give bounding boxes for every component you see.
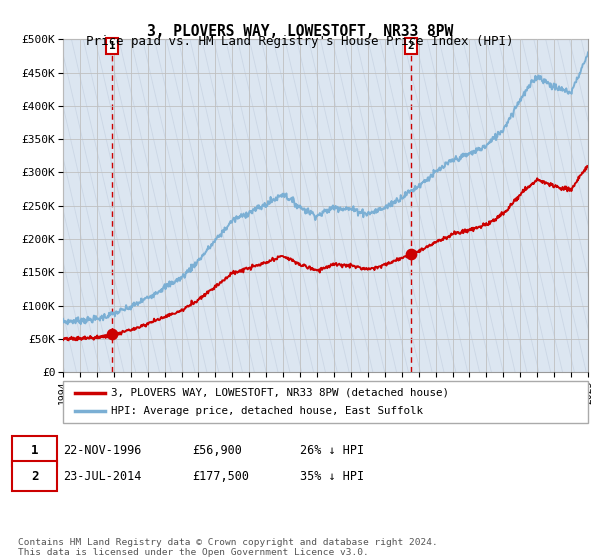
Text: 2: 2 <box>408 41 415 51</box>
Text: 23-JUL-2014: 23-JUL-2014 <box>63 469 142 483</box>
Text: 22-NOV-1996: 22-NOV-1996 <box>63 444 142 458</box>
Text: 2: 2 <box>31 469 38 483</box>
Point <box>107 330 117 339</box>
Text: 3, PLOVERS WAY, LOWESTOFT, NR33 8PW (detached house): 3, PLOVERS WAY, LOWESTOFT, NR33 8PW (det… <box>111 388 449 398</box>
Text: Contains HM Land Registry data © Crown copyright and database right 2024.
This d: Contains HM Land Registry data © Crown c… <box>18 538 438 557</box>
Text: £56,900: £56,900 <box>192 444 242 458</box>
Text: 26% ↓ HPI: 26% ↓ HPI <box>300 444 364 458</box>
Text: 3, PLOVERS WAY, LOWESTOFT, NR33 8PW: 3, PLOVERS WAY, LOWESTOFT, NR33 8PW <box>147 24 453 39</box>
Text: HPI: Average price, detached house, East Suffolk: HPI: Average price, detached house, East… <box>111 406 423 416</box>
Text: 1: 1 <box>31 444 38 458</box>
Text: Price paid vs. HM Land Registry's House Price Index (HPI): Price paid vs. HM Land Registry's House … <box>86 35 514 48</box>
Text: 35% ↓ HPI: 35% ↓ HPI <box>300 469 364 483</box>
Text: 1: 1 <box>109 41 115 51</box>
Text: £177,500: £177,500 <box>192 469 249 483</box>
Point <box>406 250 416 259</box>
